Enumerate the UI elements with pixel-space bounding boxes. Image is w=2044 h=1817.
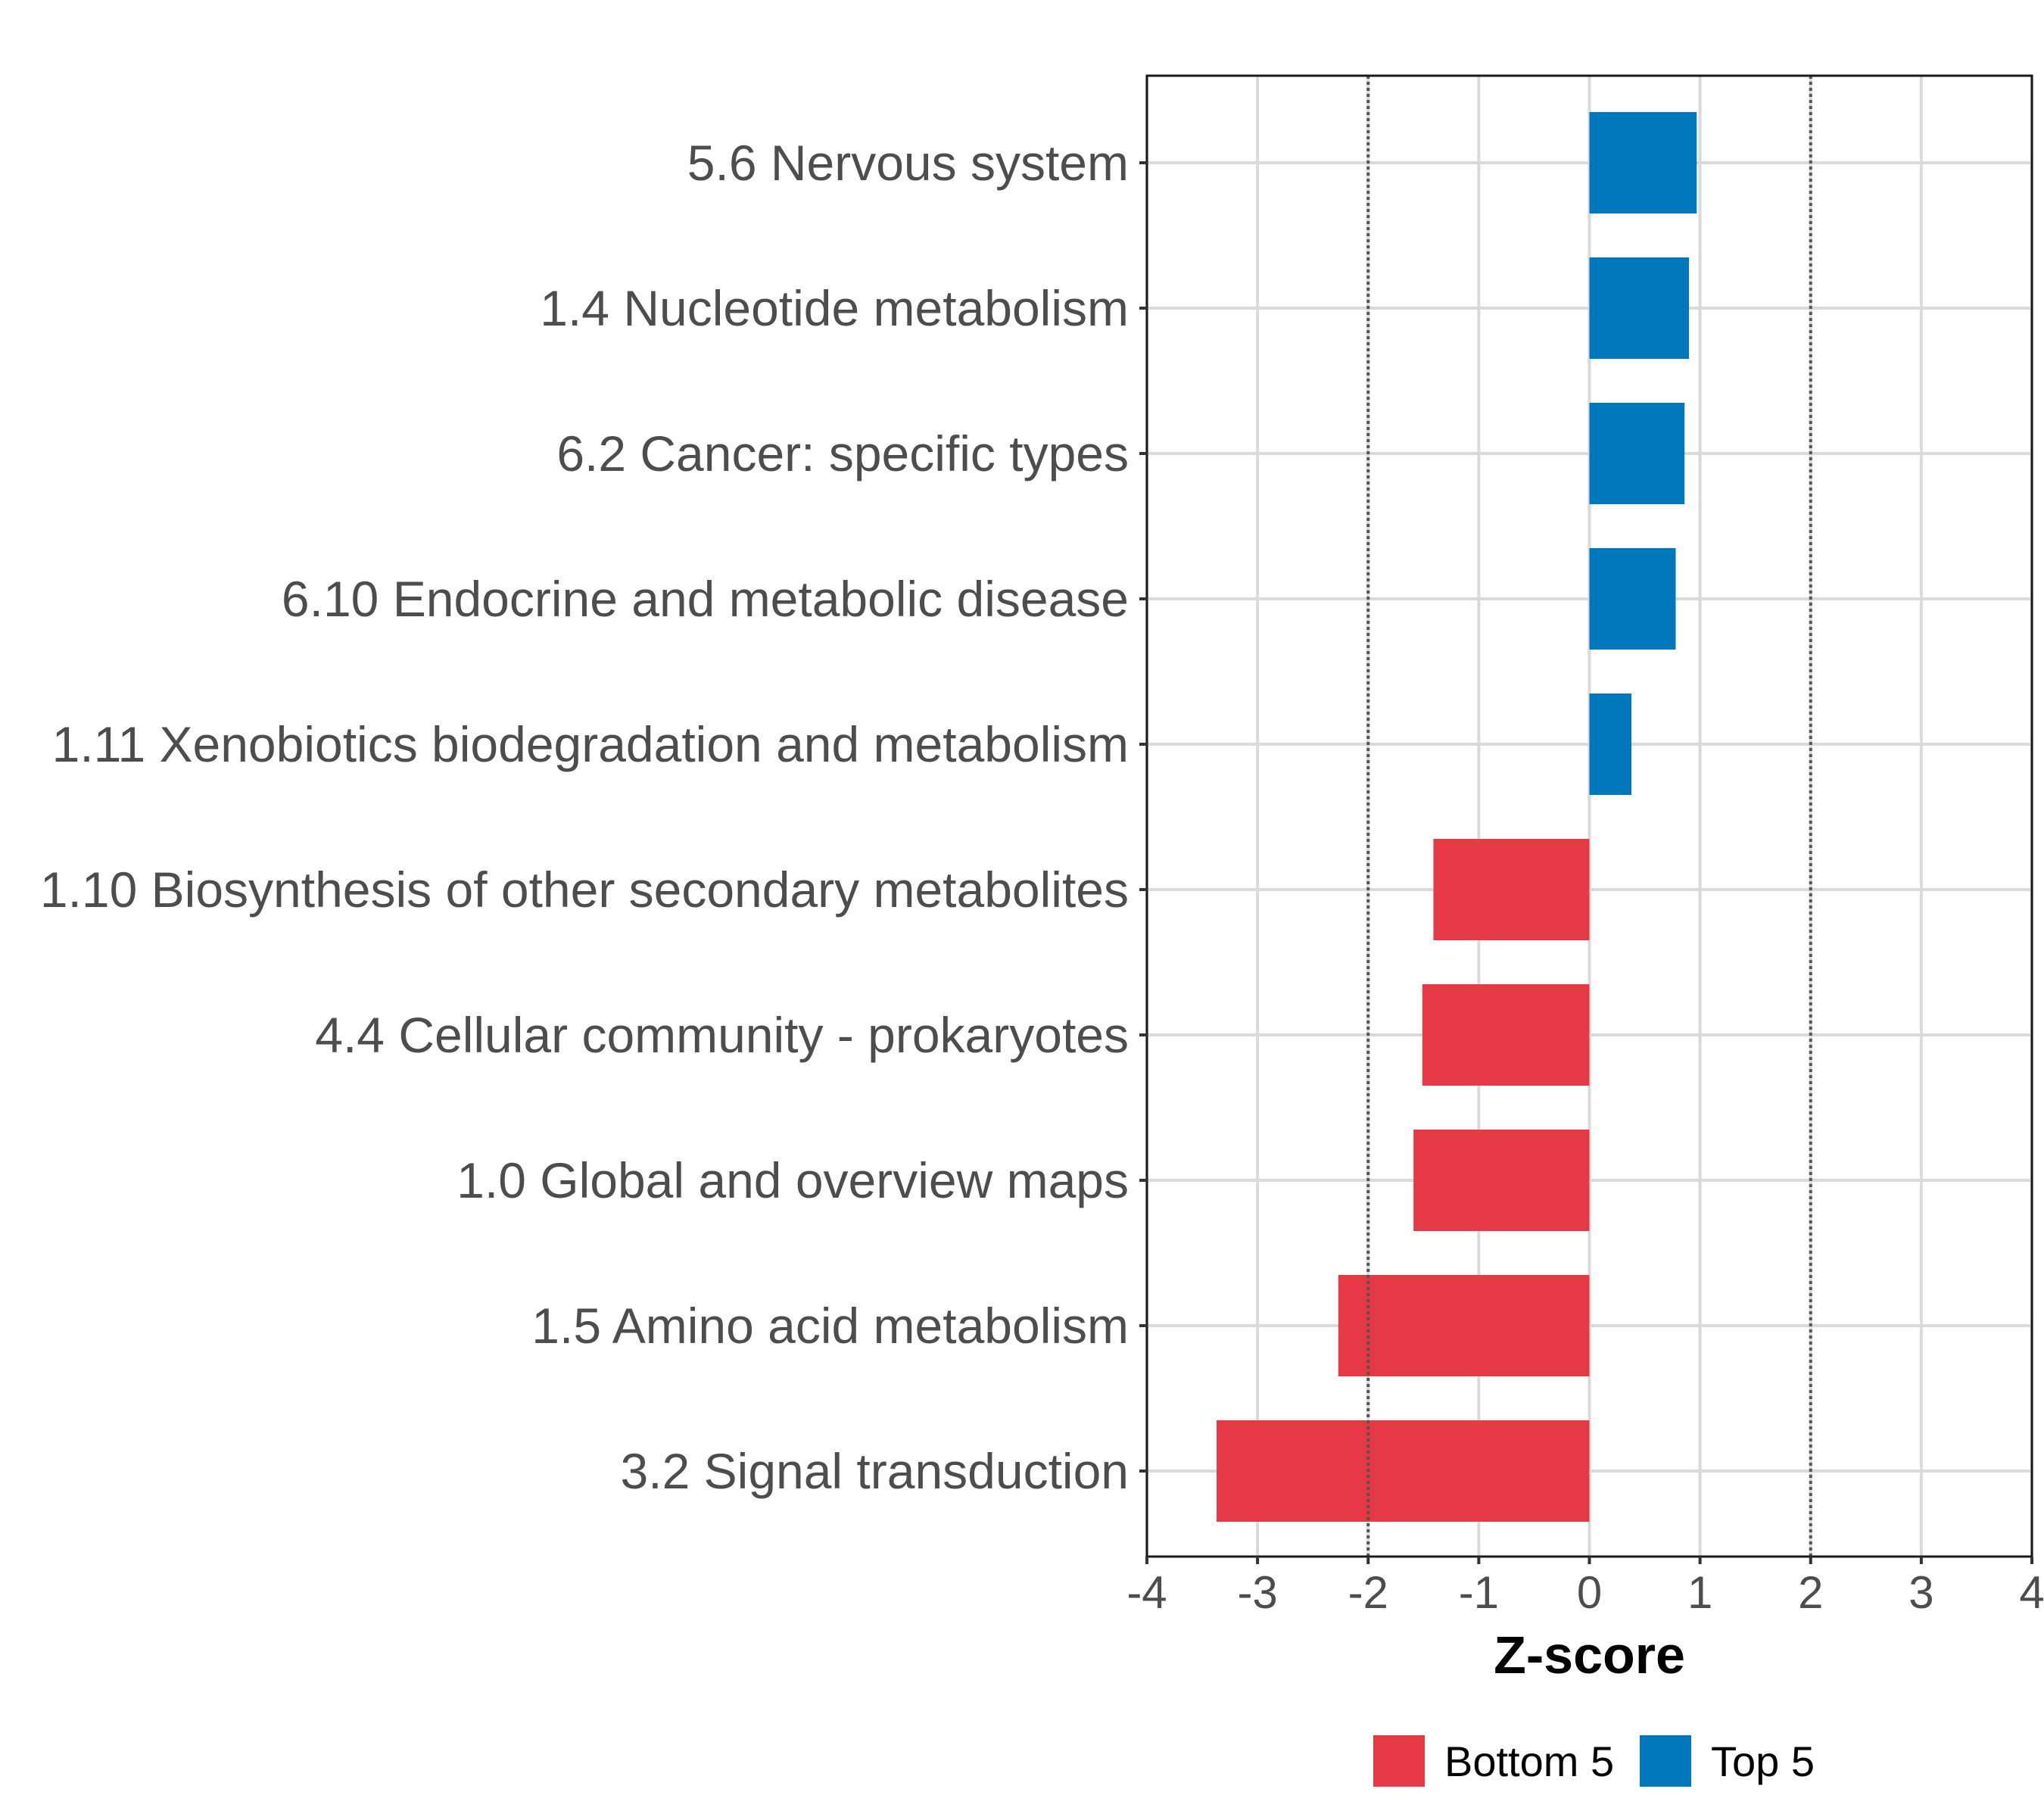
legend-label: Bottom 5 xyxy=(1444,1738,1614,1785)
x-tick-label: 3 xyxy=(1908,1567,1933,1618)
bar-10 xyxy=(1217,1420,1590,1522)
x-tick-label: 2 xyxy=(1798,1567,1823,1618)
bar-6 xyxy=(1433,839,1590,940)
x-axis-title: Z-score xyxy=(1494,1625,1685,1685)
bar-3 xyxy=(1589,403,1685,504)
x-tick-label: -4 xyxy=(1126,1567,1167,1618)
bar-2 xyxy=(1589,257,1690,359)
legend: Bottom 5 Top 5 xyxy=(1373,1735,1815,1787)
category-label: 3.2 Signal transduction xyxy=(621,1443,1129,1499)
bars xyxy=(1217,112,1697,1522)
category-label: 6.10 Endocrine and metabolic disease xyxy=(282,571,1129,627)
bar-9 xyxy=(1338,1275,1590,1376)
category-label: 5.6 Nervous system xyxy=(687,135,1129,191)
x-axis: -4 -3 -2 -1 0 1 2 3 4 xyxy=(1126,1557,2044,1618)
reference-lines xyxy=(1366,76,1812,1557)
legend-label: Top 5 xyxy=(1711,1738,1815,1785)
category-label: 4.4 Cellular community - prokaryotes xyxy=(315,1007,1129,1063)
bar-7 xyxy=(1422,984,1590,1086)
x-tick-label: -3 xyxy=(1237,1567,1277,1618)
x-tick-label: -2 xyxy=(1348,1567,1388,1618)
x-tick-label: -1 xyxy=(1459,1567,1499,1618)
category-label: 1.4 Nucleotide metabolism xyxy=(540,280,1129,336)
x-tick-label: 1 xyxy=(1687,1567,1712,1618)
x-tick-label: 4 xyxy=(2019,1567,2044,1618)
legend-swatch xyxy=(1373,1735,1425,1787)
bar-1 xyxy=(1589,112,1697,213)
category-label: 1.10 Biosynthesis of other secondary met… xyxy=(40,862,1129,918)
y-axis: 5.6 Nervous system 1.4 Nucleotide metabol… xyxy=(40,135,1147,1499)
category-label: 6.2 Cancer: specific types xyxy=(556,425,1129,482)
legend-swatch xyxy=(1640,1735,1691,1787)
category-label: 1.11 Xenobiotics biodegradation and meta… xyxy=(52,716,1129,772)
category-label: 1.0 Global and overview maps xyxy=(456,1152,1129,1208)
category-label: 1.5 Amino acid metabolism xyxy=(531,1298,1129,1354)
bar-4 xyxy=(1589,548,1676,650)
bar-5 xyxy=(1589,693,1632,795)
x-tick-label: 0 xyxy=(1577,1567,1602,1618)
bar-8 xyxy=(1413,1130,1590,1231)
